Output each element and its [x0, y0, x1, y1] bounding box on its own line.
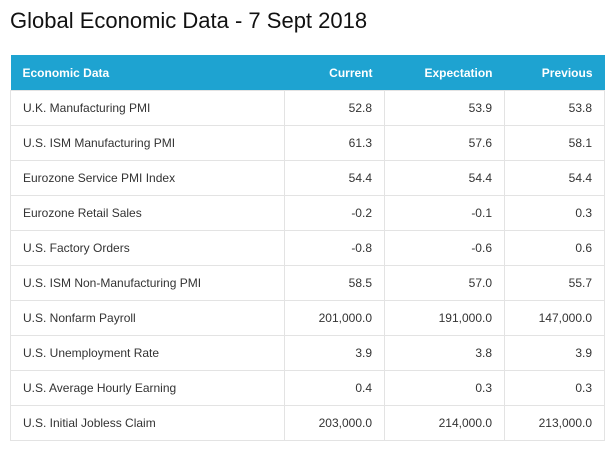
column-header-economic-data: Economic Data	[22, 65, 110, 80]
expectation-value-cell: 191,000.0	[384, 300, 505, 336]
current-value-cell: 58.5	[284, 265, 385, 301]
previous-value-cell: 147,000.0	[504, 300, 605, 336]
column-header-previous: Previous	[541, 65, 593, 80]
table-row: U.S. Unemployment Rate 3.9 3.8 3.9	[10, 335, 605, 371]
previous-value-cell: 0.6	[504, 230, 605, 266]
expectation-value-cell: -0.6	[384, 230, 505, 266]
indicator-name-cell: U.S. ISM Manufacturing PMI	[10, 125, 285, 161]
table-row: U.K. Manufacturing PMI 52.8 53.9 53.8	[10, 90, 605, 126]
table-row: U.S. Average Hourly Earning 0.4 0.3 0.3	[10, 370, 605, 406]
expectation-value-cell: 57.0	[384, 265, 505, 301]
current-value-cell: 201,000.0	[284, 300, 385, 336]
indicator-name-cell: U.S. Factory Orders	[10, 230, 285, 266]
expectation-value-cell: 0.3	[384, 370, 505, 406]
expectation-value-cell: -0.1	[384, 195, 505, 231]
expectation-value-cell: 57.6	[384, 125, 505, 161]
previous-value-cell: 53.8	[504, 90, 605, 126]
table-row: U.S. Nonfarm Payroll 201,000.0 191,000.0…	[10, 300, 605, 336]
current-value-cell: 0.4	[284, 370, 385, 406]
previous-value-cell: 0.3	[504, 195, 605, 231]
expectation-value-cell: 214,000.0	[384, 405, 505, 441]
economic-data-table: Economic Data Current Expectation Previo…	[10, 55, 605, 441]
previous-value-cell: 0.3	[504, 370, 605, 406]
current-value-cell: -0.2	[284, 195, 385, 231]
previous-value-cell: 3.9	[504, 335, 605, 371]
previous-value-cell: 213,000.0	[504, 405, 605, 441]
indicator-name-cell: U.S. Unemployment Rate	[10, 335, 285, 371]
table-row: U.S. ISM Manufacturing PMI 61.3 57.6 58.…	[10, 125, 605, 161]
table-header-row: Economic Data Current Expectation Previo…	[10, 55, 605, 91]
table-row: Eurozone Retail Sales -0.2 -0.1 0.3	[10, 195, 605, 231]
current-value-cell: 61.3	[284, 125, 385, 161]
table-body: U.K. Manufacturing PMI 52.8 53.9 53.8 U.…	[10, 90, 605, 441]
indicator-name-cell: U.S. Nonfarm Payroll	[10, 300, 285, 336]
table-row: U.S. ISM Non-Manufacturing PMI 58.5 57.0…	[10, 265, 605, 301]
table-row: U.S. Initial Jobless Claim 203,000.0 214…	[10, 405, 605, 441]
previous-value-cell: 58.1	[504, 125, 605, 161]
table-row: U.S. Factory Orders -0.8 -0.6 0.6	[10, 230, 605, 266]
expectation-value-cell: 53.9	[384, 90, 505, 126]
page-title: Global Economic Data - 7 Sept 2018	[10, 8, 368, 33]
table-row: Eurozone Service PMI Index 54.4 54.4 54.…	[10, 160, 605, 196]
column-header-current: Current	[329, 65, 373, 80]
column-header-expectation: Expectation	[424, 65, 493, 80]
current-value-cell: -0.8	[284, 230, 385, 266]
expectation-value-cell: 3.8	[384, 335, 505, 371]
indicator-name-cell: U.K. Manufacturing PMI	[10, 90, 285, 126]
indicator-name-cell: U.S. Average Hourly Earning	[10, 370, 285, 406]
table-header: Economic Data Current Expectation Previo…	[10, 55, 605, 91]
indicator-name-cell: U.S. ISM Non-Manufacturing PMI	[10, 265, 285, 301]
current-value-cell: 3.9	[284, 335, 385, 371]
current-value-cell: 203,000.0	[284, 405, 385, 441]
previous-value-cell: 54.4	[504, 160, 605, 196]
indicator-name-cell: Eurozone Retail Sales	[10, 195, 285, 231]
indicator-name-cell: Eurozone Service PMI Index	[10, 160, 285, 196]
indicator-name-cell: U.S. Initial Jobless Claim	[10, 405, 285, 441]
expectation-value-cell: 54.4	[384, 160, 505, 196]
previous-value-cell: 55.7	[504, 265, 605, 301]
current-value-cell: 52.8	[284, 90, 385, 126]
current-value-cell: 54.4	[284, 160, 385, 196]
